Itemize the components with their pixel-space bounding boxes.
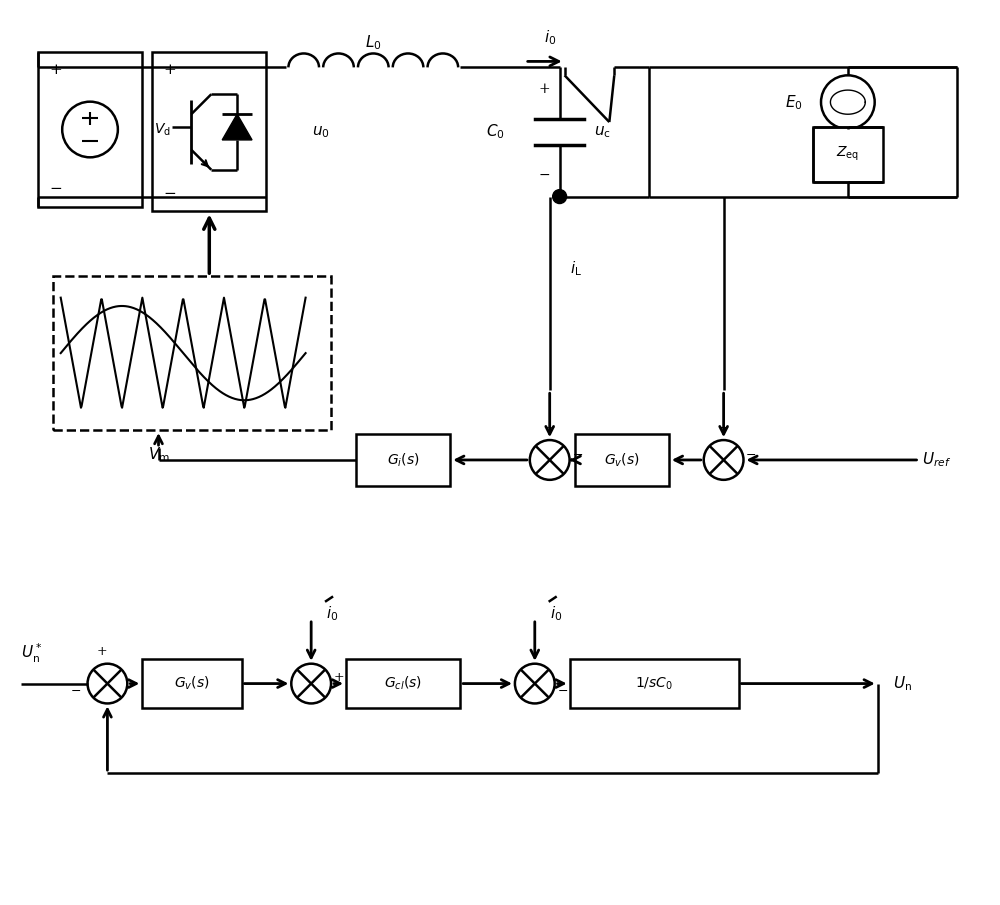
Bar bbox=[813, 127, 883, 182]
Text: +: + bbox=[96, 645, 107, 658]
Polygon shape bbox=[222, 114, 252, 140]
Text: $L_0$: $L_0$ bbox=[365, 33, 382, 52]
Text: +: + bbox=[164, 63, 176, 77]
Text: −: − bbox=[557, 685, 568, 698]
Text: $u_\mathrm{c}$: $u_\mathrm{c}$ bbox=[594, 124, 611, 140]
Text: $i_0$: $i_0$ bbox=[550, 605, 562, 624]
Text: −: − bbox=[164, 186, 176, 201]
Text: +: + bbox=[544, 422, 555, 434]
Bar bbox=[575, 434, 669, 486]
Text: $V_\mathrm{d}$: $V_\mathrm{d}$ bbox=[154, 121, 171, 138]
Bar bbox=[38, 52, 142, 206]
Text: $G_v(s)$: $G_v(s)$ bbox=[604, 452, 640, 469]
Bar bbox=[53, 276, 331, 430]
Text: −: − bbox=[539, 167, 551, 182]
Text: −: − bbox=[572, 449, 583, 462]
Text: $G_v(s)$: $G_v(s)$ bbox=[174, 675, 210, 692]
Text: $i_\mathrm{L}$: $i_\mathrm{L}$ bbox=[570, 260, 582, 278]
Text: $U_{ref}$: $U_{ref}$ bbox=[922, 451, 952, 470]
Text: $u_0$: $u_0$ bbox=[312, 124, 330, 140]
Text: $i_0$: $i_0$ bbox=[326, 605, 338, 624]
Text: $G_i(s)$: $G_i(s)$ bbox=[387, 452, 419, 469]
Bar bbox=[142, 659, 242, 709]
Circle shape bbox=[553, 190, 567, 204]
Text: $U_\mathrm{n}^*$: $U_\mathrm{n}^*$ bbox=[21, 643, 42, 665]
Text: −: − bbox=[70, 685, 81, 698]
Text: +: + bbox=[334, 672, 344, 684]
Text: +: + bbox=[49, 63, 62, 77]
Text: $C_0$: $C_0$ bbox=[486, 123, 505, 141]
Bar bbox=[570, 659, 739, 709]
Text: $V_\mathrm{m}$: $V_\mathrm{m}$ bbox=[148, 445, 169, 464]
Text: $1/sC_0$: $1/sC_0$ bbox=[635, 675, 673, 691]
Text: $E_0$: $E_0$ bbox=[785, 93, 803, 111]
Bar bbox=[356, 434, 450, 486]
Text: $G_{cl}(s)$: $G_{cl}(s)$ bbox=[384, 675, 422, 692]
Text: +: + bbox=[539, 82, 551, 96]
Bar bbox=[346, 659, 460, 709]
Text: −: − bbox=[49, 182, 62, 195]
Text: $U_\mathrm{n}$: $U_\mathrm{n}$ bbox=[893, 674, 912, 693]
Text: −: − bbox=[746, 449, 757, 462]
Text: −: − bbox=[718, 422, 729, 434]
Text: $i_0$: $i_0$ bbox=[544, 28, 556, 47]
Text: $Z_\mathrm{eq}$: $Z_\mathrm{eq}$ bbox=[836, 145, 859, 164]
Bar bbox=[152, 52, 266, 212]
